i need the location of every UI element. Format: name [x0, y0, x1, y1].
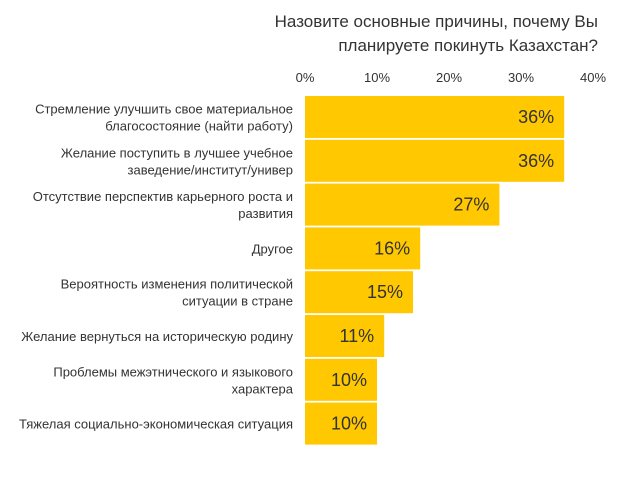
- bar: [305, 402, 377, 445]
- chart-title-line-2: планируете покинуть Казахстан?: [338, 36, 598, 55]
- x-tick-label: 30%: [508, 70, 534, 85]
- data-label: 36%: [518, 151, 554, 171]
- x-tick-label: 20%: [436, 70, 462, 85]
- data-label: 10%: [331, 414, 367, 434]
- data-label: 36%: [518, 107, 554, 127]
- category-label-line: Стремление улучшить свое материальное: [35, 102, 293, 117]
- category-label-line: благосостояние (найти работу): [105, 119, 293, 134]
- bar: [305, 358, 377, 401]
- category-label-line: Желание вернуться на историческую родину: [21, 329, 293, 344]
- category-label-line: Вероятность изменения политической: [61, 277, 293, 292]
- category-label: Проблемы межэтнического и языкового харак…: [53, 364, 293, 396]
- category-label: Желание поступить в лучшее учебное заведе…: [61, 145, 293, 177]
- bar: [305, 183, 500, 226]
- category-label-line: Тяжелая социально-экономическая ситуация: [19, 417, 293, 432]
- category-label-line: Желание поступить в лучшее учебное: [61, 145, 293, 160]
- bar: [305, 271, 413, 314]
- category-label-line: Отсутствие перспектив карьерного роста и: [33, 189, 293, 204]
- x-tick-label: 10%: [364, 70, 390, 85]
- category-label: Отсутствие перспектив карьерного роста и…: [33, 189, 293, 221]
- category-label: Стремление улучшить свое материальное бла…: [35, 102, 293, 134]
- category-label: Вероятность изменения политической ситуац…: [61, 277, 293, 309]
- category-label-line: развития: [238, 206, 293, 221]
- category-label: Тяжелая социально-экономическая ситуация: [19, 417, 293, 432]
- chart-title-line-1: Назовите основные причины, почему Вы: [274, 12, 598, 31]
- x-tick-label: 40%: [580, 70, 606, 85]
- category-label-line: Другое: [252, 241, 293, 256]
- x-tick-label: 0%: [296, 70, 315, 85]
- category-label-line: Проблемы межэтнического и языкового: [53, 364, 293, 379]
- category-label: Желание вернуться на историческую родину: [21, 329, 293, 344]
- bar: [305, 227, 421, 270]
- bar: [305, 96, 565, 138]
- data-label: 11%: [339, 326, 374, 346]
- data-label: 15%: [367, 282, 403, 302]
- data-label: 10%: [331, 370, 367, 390]
- bar: [305, 315, 385, 357]
- category-label-line: характера: [232, 381, 294, 396]
- category-label: Другое: [252, 241, 293, 256]
- category-label-line: ситуации в стране: [182, 294, 293, 309]
- category-label-line: заведение/институт/универ: [128, 162, 293, 177]
- bar: [305, 139, 565, 182]
- data-label: 27%: [453, 195, 489, 215]
- data-label: 16%: [374, 238, 410, 258]
